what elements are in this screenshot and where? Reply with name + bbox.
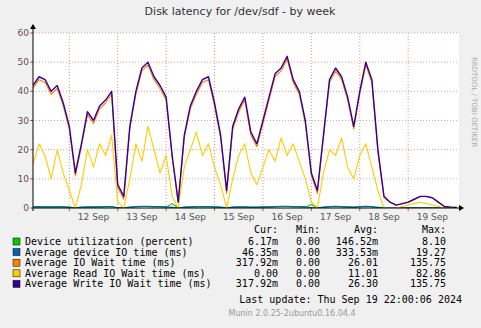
stats-value: 0.00: [254, 268, 278, 279]
y-grid-line: [33, 178, 459, 179]
stats-value: 135.75: [410, 278, 446, 289]
legend-swatch: [13, 249, 20, 256]
legend-swatch: [13, 259, 20, 266]
title: Disk latency for /dev/sdf - by week: [145, 5, 336, 18]
x-tick-label: 19 Sep: [417, 212, 449, 222]
y-tick-label: 20: [18, 145, 30, 155]
stats-value: 317.92m: [236, 278, 278, 289]
stats-value: 26.01: [348, 257, 378, 268]
series-line: [33, 56, 457, 207]
y-tick-label: 60: [18, 28, 30, 38]
stats-value: 8.10: [422, 236, 446, 247]
x-grid-line: [214, 33, 215, 208]
stats-value: 6.17m: [248, 236, 278, 247]
stats-value: 82.86: [416, 268, 446, 279]
munin-version: Munin 2.0.25-2ubuntu0.16.04.4: [229, 309, 356, 318]
stats-value: 317.92m: [236, 257, 278, 268]
x-tick-label: 15 Sep: [223, 212, 255, 222]
x-axis-arrow: [459, 205, 464, 211]
y-tick-label: 0: [23, 203, 29, 213]
y-axis: [33, 28, 34, 211]
stats-value: 11.01: [348, 268, 378, 279]
legend-label: Average device IO time (ms): [25, 247, 188, 258]
y-axis-arrow: [30, 24, 36, 29]
y-grid-line: [33, 62, 459, 63]
x-axis: [33, 208, 459, 209]
plot-area: [33, 33, 459, 208]
stats-value: 0.00: [296, 268, 320, 279]
x-tick-label: 16 Sep: [272, 212, 304, 222]
series-line: [33, 59, 457, 207]
legend-label: Average Read IO Wait time (ms): [25, 268, 206, 279]
x-tick-label: 12 Sep: [78, 212, 110, 222]
series-line: [33, 126, 457, 208]
y-grid-line: [33, 91, 459, 92]
x-grid-line: [311, 33, 312, 208]
y-tick-label: 50: [18, 57, 30, 67]
stats-value: 146.52m: [336, 236, 378, 247]
stats-header: Cur:: [254, 224, 278, 235]
y-tick-label: 10: [18, 174, 30, 184]
background: [0, 0, 481, 328]
last-update: Last update: Thu Sep 19 22:00:06 2024: [239, 294, 462, 305]
y-tick-label: 30: [18, 116, 30, 126]
stats-value: 26.30: [348, 278, 378, 289]
chart-svg: Disk latency for /dev/sdf - by week RRDTO…: [0, 0, 481, 328]
x-grid-line: [359, 33, 360, 208]
side-text: RRDTOOL / TOBI OETIKER: [470, 57, 478, 147]
x-grid-line: [408, 33, 409, 208]
stats-value: 19.27: [416, 247, 446, 258]
x-grid-line: [69, 33, 70, 208]
stats-header: Min:: [296, 224, 320, 235]
x-tick-label: 17 Sep: [320, 212, 352, 222]
legend-label: Device utilization (percent): [25, 236, 194, 247]
stats-value: 135.75: [410, 257, 446, 268]
chart-root: Disk latency for /dev/sdf - by week RRDTO…: [0, 0, 481, 328]
stats-value: 46.35m: [242, 247, 278, 258]
x-tick-label: 13 Sep: [126, 212, 158, 222]
stats-header: Max:: [422, 224, 446, 235]
y-grid-line: [33, 33, 459, 34]
x-grid-line: [166, 33, 167, 208]
legend-swatch: [13, 280, 20, 287]
series-group: [33, 56, 457, 208]
stats-value: 0.00: [296, 257, 320, 268]
stats-value: 0.00: [296, 278, 320, 289]
stats-value: 0.00: [296, 236, 320, 247]
y-grid-line: [33, 120, 459, 121]
stats-value: 333.53m: [336, 247, 378, 258]
legend-label: Average Write IO Wait time (ms): [25, 278, 212, 289]
stats-value: 0.00: [296, 247, 320, 258]
stats-header: Avg:: [354, 224, 378, 235]
legend-swatch: [13, 238, 20, 245]
x-tick-label: 14 Sep: [175, 212, 207, 222]
x-tick-label: 18 Sep: [368, 212, 400, 222]
legend-swatch: [13, 270, 20, 277]
legend-label: Average IO Wait time (ms): [25, 257, 176, 268]
y-tick-label: 40: [18, 86, 30, 96]
